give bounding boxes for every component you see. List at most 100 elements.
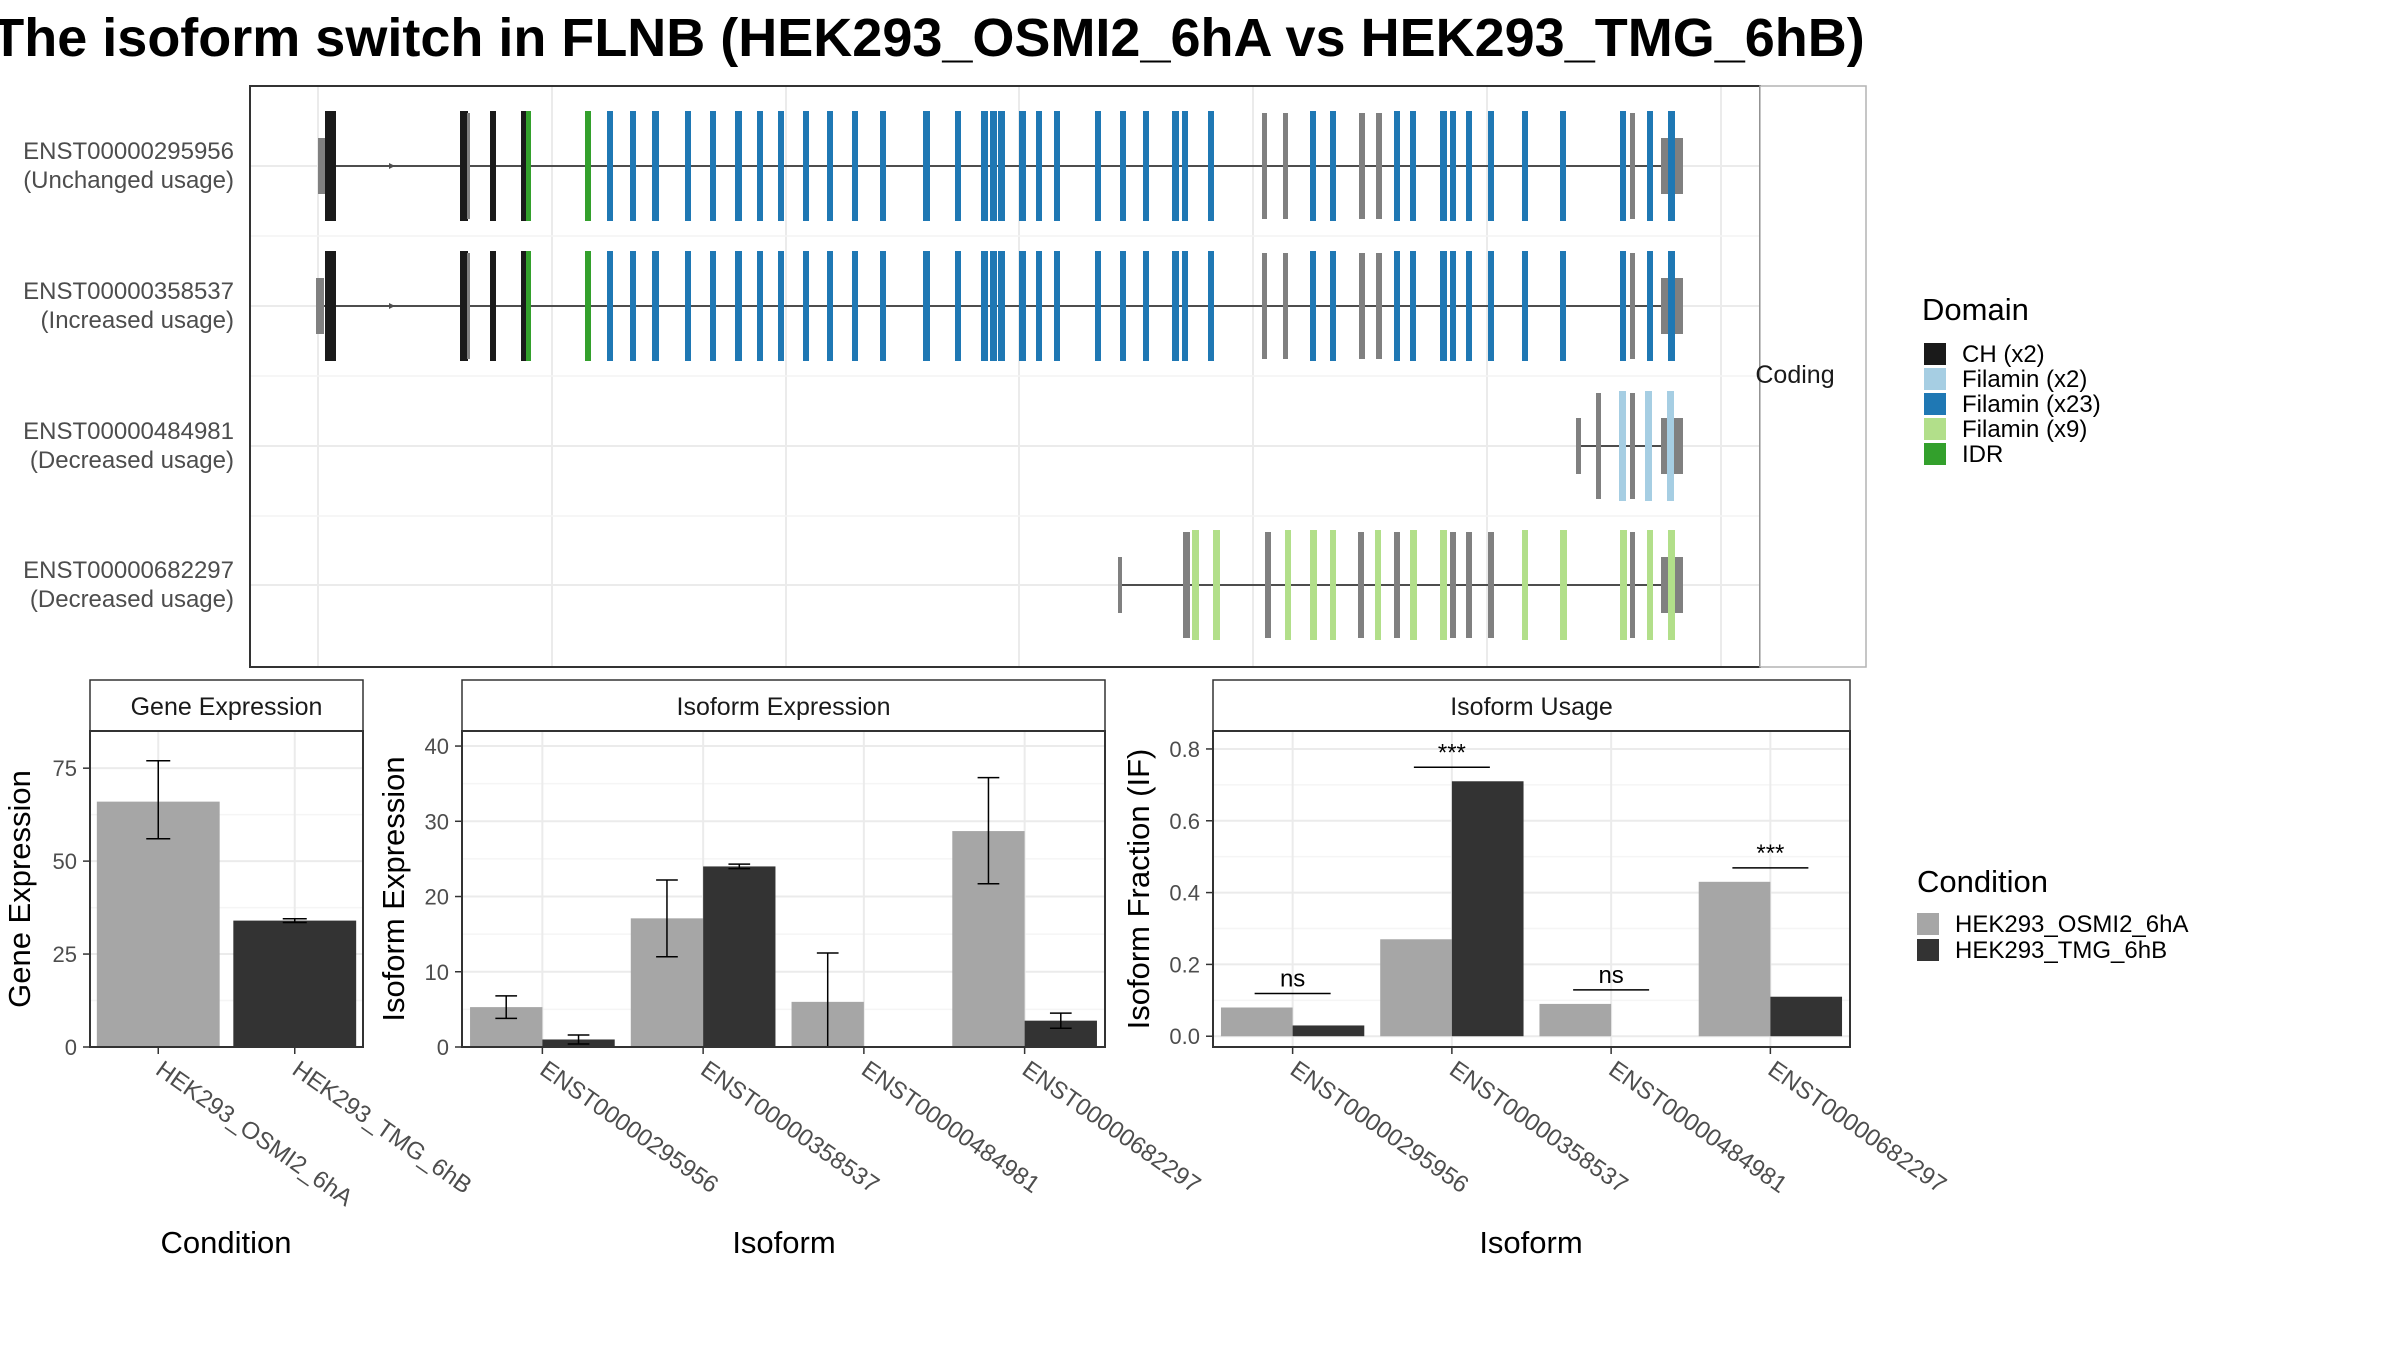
exon-block (1394, 111, 1400, 221)
figure-title: The isoform switch in FLNB (HEK293_OSMI2… (0, 8, 1865, 68)
y-tick-label: 0.8 (1169, 737, 1200, 762)
domain-legend-title: Domain (1922, 292, 2029, 327)
exon-block (852, 251, 858, 361)
bar (96, 801, 220, 1047)
exon-block (1645, 391, 1652, 501)
y-tick-label: 0.4 (1169, 881, 1200, 906)
chart-panel-border (89, 730, 364, 1048)
exon-block (1036, 111, 1042, 221)
exon-block (1143, 251, 1149, 361)
exon-block (710, 251, 716, 361)
condition-legend-label: HEK293_TMG_6hB (1955, 937, 2167, 964)
exon-block (1466, 532, 1472, 638)
exon-block (1630, 393, 1635, 499)
exon-block (923, 251, 930, 361)
exon-block (827, 111, 833, 221)
exon-block (1095, 111, 1101, 221)
exon-block (1172, 251, 1179, 361)
exon-block (1285, 530, 1291, 640)
chart-panel-border (461, 730, 1106, 1048)
condition-legend-label: HEK293_OSMI2_6hA (1955, 911, 2188, 938)
exon-block (998, 251, 1005, 361)
utr-block (1118, 557, 1122, 613)
exon-block (1330, 251, 1336, 361)
exon-block (1466, 251, 1472, 361)
exon-block (735, 251, 742, 361)
exon-block (1019, 251, 1026, 361)
exon-block (1213, 530, 1220, 640)
bar (1770, 996, 1843, 1037)
exon-block (685, 111, 691, 221)
exon-block (460, 251, 468, 361)
chart-strip (1212, 679, 1851, 732)
exon-block (1330, 111, 1336, 221)
y-tick-label: 50 (53, 849, 77, 874)
isoform-label-usage: (Increased usage) (41, 307, 234, 334)
bar (1292, 1025, 1365, 1037)
exon-block (1620, 530, 1627, 640)
isoform-label-id: ENST00000682297 (23, 557, 234, 584)
exon-block (526, 111, 531, 221)
domain-legend-label: IDR (1962, 441, 2003, 468)
strand-arrow (389, 303, 395, 309)
chart-title: Gene Expression (131, 693, 323, 721)
exon-block (630, 251, 636, 361)
exon-block (1488, 532, 1494, 638)
exon-block (331, 251, 336, 361)
exon-block (1410, 251, 1416, 361)
exon-block (1394, 251, 1400, 361)
utr-block (318, 138, 326, 194)
domain-legend-swatch (1924, 393, 1946, 415)
isoform-label-id: ENST00000484981 (23, 418, 234, 445)
exon-block (1647, 111, 1653, 221)
y-tick-label: 10 (425, 960, 449, 985)
isoform-label-usage: (Decreased usage) (30, 447, 234, 474)
exon-block (1120, 111, 1126, 221)
exon-block (1376, 253, 1382, 359)
exon-block (1143, 111, 1149, 221)
exon-block (735, 111, 742, 221)
exon-block (1172, 111, 1179, 221)
exon-block (1120, 251, 1126, 361)
exon-block (1620, 251, 1626, 361)
chart-title: Isoform Expression (677, 693, 891, 721)
chart-strip (461, 679, 1106, 732)
bar (1220, 1007, 1293, 1037)
exon-block (1522, 530, 1528, 640)
exon-block (1358, 532, 1364, 638)
bar (1451, 781, 1524, 1037)
exon-block (1359, 253, 1365, 359)
exon-block (1410, 530, 1417, 640)
exon-block (1054, 251, 1060, 361)
y-tick-label: 20 (425, 885, 449, 910)
bar (1380, 939, 1452, 1037)
exon-block (1560, 111, 1566, 221)
exon-block (1450, 251, 1456, 361)
exon-block (1630, 113, 1635, 219)
exon-block (778, 251, 784, 361)
structure-facet-label: Coding (1755, 361, 1834, 389)
exon-block (827, 251, 833, 361)
y-tick-label: 0 (65, 1035, 77, 1060)
exon-block (880, 111, 886, 221)
exon-block (1208, 251, 1214, 361)
bar (1539, 1003, 1612, 1037)
exon-block (1310, 530, 1317, 640)
domain-legend: Domain CH (x2)Filamin (x2)Filamin (x23)F… (1922, 292, 2101, 468)
exon-block (1330, 530, 1336, 640)
exon-block (1192, 530, 1199, 640)
significance-label: *** (1756, 840, 1784, 867)
exon-block (1283, 253, 1288, 359)
y-tick-label: 40 (425, 734, 449, 759)
exon-block (1630, 532, 1635, 638)
exon-block (803, 251, 809, 361)
exon-block (1620, 111, 1626, 221)
significance-label: ns (1598, 962, 1623, 989)
exon-block (1522, 111, 1528, 221)
exon-block (1310, 111, 1316, 221)
exon-block (1522, 251, 1528, 361)
exon-block (1668, 251, 1675, 361)
x-axis-title: Condition (161, 1225, 292, 1260)
